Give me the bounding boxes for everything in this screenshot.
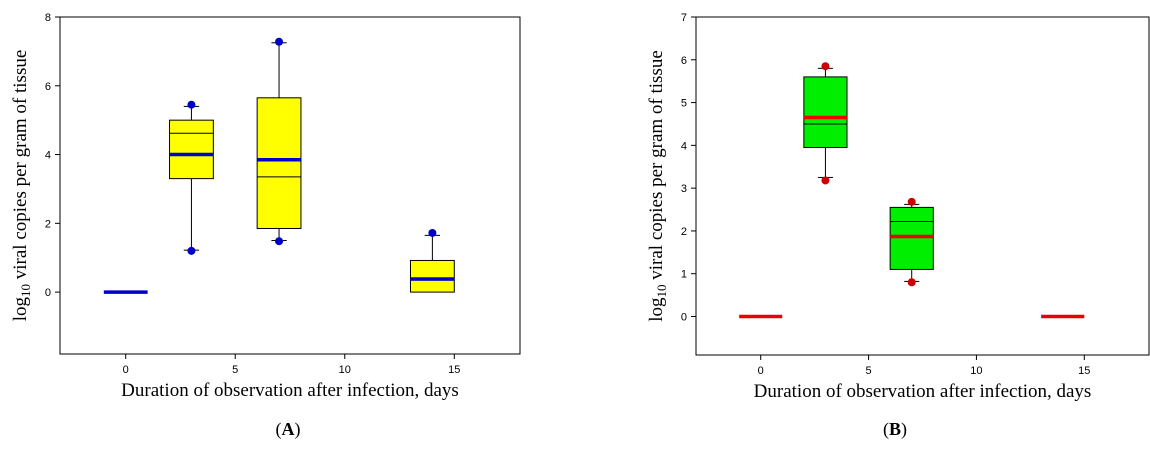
y-tick-label: 3 (681, 183, 687, 195)
box (889, 206, 934, 270)
caption-a: (A) (275, 419, 301, 439)
y-tick-label: 2 (45, 218, 51, 230)
y-tick-label: 0 (681, 311, 687, 323)
panel-a: 0 2 4 6 8 0 5 10 15 Duration of observation after… (0, 0, 575, 457)
outlier-point (821, 176, 830, 185)
y-axis-label: log10 viral copies per gram of tissue (10, 50, 33, 322)
y-tick-label: 4 (681, 140, 687, 152)
x-tick-label: 15 (448, 364, 460, 376)
y-tick-label: 6 (681, 55, 687, 67)
x-tick-label: 0 (758, 365, 764, 377)
box (256, 97, 302, 229)
box-group (256, 37, 302, 246)
outlier-point (428, 228, 437, 237)
box (803, 76, 848, 148)
x-tick-label: 10 (339, 364, 351, 376)
x-tick-label: 5 (232, 364, 238, 376)
y-tick-label: 0 (45, 287, 51, 299)
outlier-point (187, 100, 196, 109)
x-tick-label: 0 (123, 364, 129, 376)
box-chart-a: 0 2 4 6 8 0 5 10 15 Duration of observation after… (10, 12, 521, 401)
outlier-point (187, 246, 196, 255)
x-tick-label: 5 (866, 365, 872, 377)
y-axis-label: log10 viral copies per gram of tissue (646, 50, 669, 322)
outlier-point (821, 62, 830, 71)
outlier-point (907, 278, 916, 287)
outlier-point (907, 197, 916, 206)
outlier-point (275, 37, 284, 46)
x-tick-label: 10 (970, 365, 982, 377)
x-tick-label: 15 (1078, 365, 1090, 377)
y-tick-label: 4 (45, 150, 51, 162)
panel-b: 0 1 2 3 4 5 6 7 0 5 10 15 Duration of observation af… (575, 0, 1150, 457)
y-tick-label: 6 (45, 81, 51, 93)
box-group (803, 62, 848, 185)
box (169, 119, 214, 180)
x-axis-label: Duration of observation after infection,… (121, 380, 459, 401)
caption-b: (B) (882, 419, 907, 439)
plot-frame (59, 16, 521, 355)
y-tick-label: 1 (681, 269, 687, 281)
x-axis-label: Duration of observation after infection,… (754, 381, 1092, 402)
y-tick-label: 8 (45, 12, 51, 24)
y-tick-label: 7 (681, 12, 687, 24)
plot-frame (695, 16, 1150, 356)
y-tick-label: 5 (681, 98, 687, 110)
outlier-point (275, 237, 284, 246)
box-chart-b: 0 1 2 3 4 5 6 7 0 5 10 15 Duration of observation af… (646, 12, 1150, 402)
box-group (409, 228, 455, 293)
box-group (889, 197, 934, 287)
box-group (169, 100, 214, 255)
box (409, 259, 455, 293)
y-tick-label: 2 (681, 226, 687, 238)
